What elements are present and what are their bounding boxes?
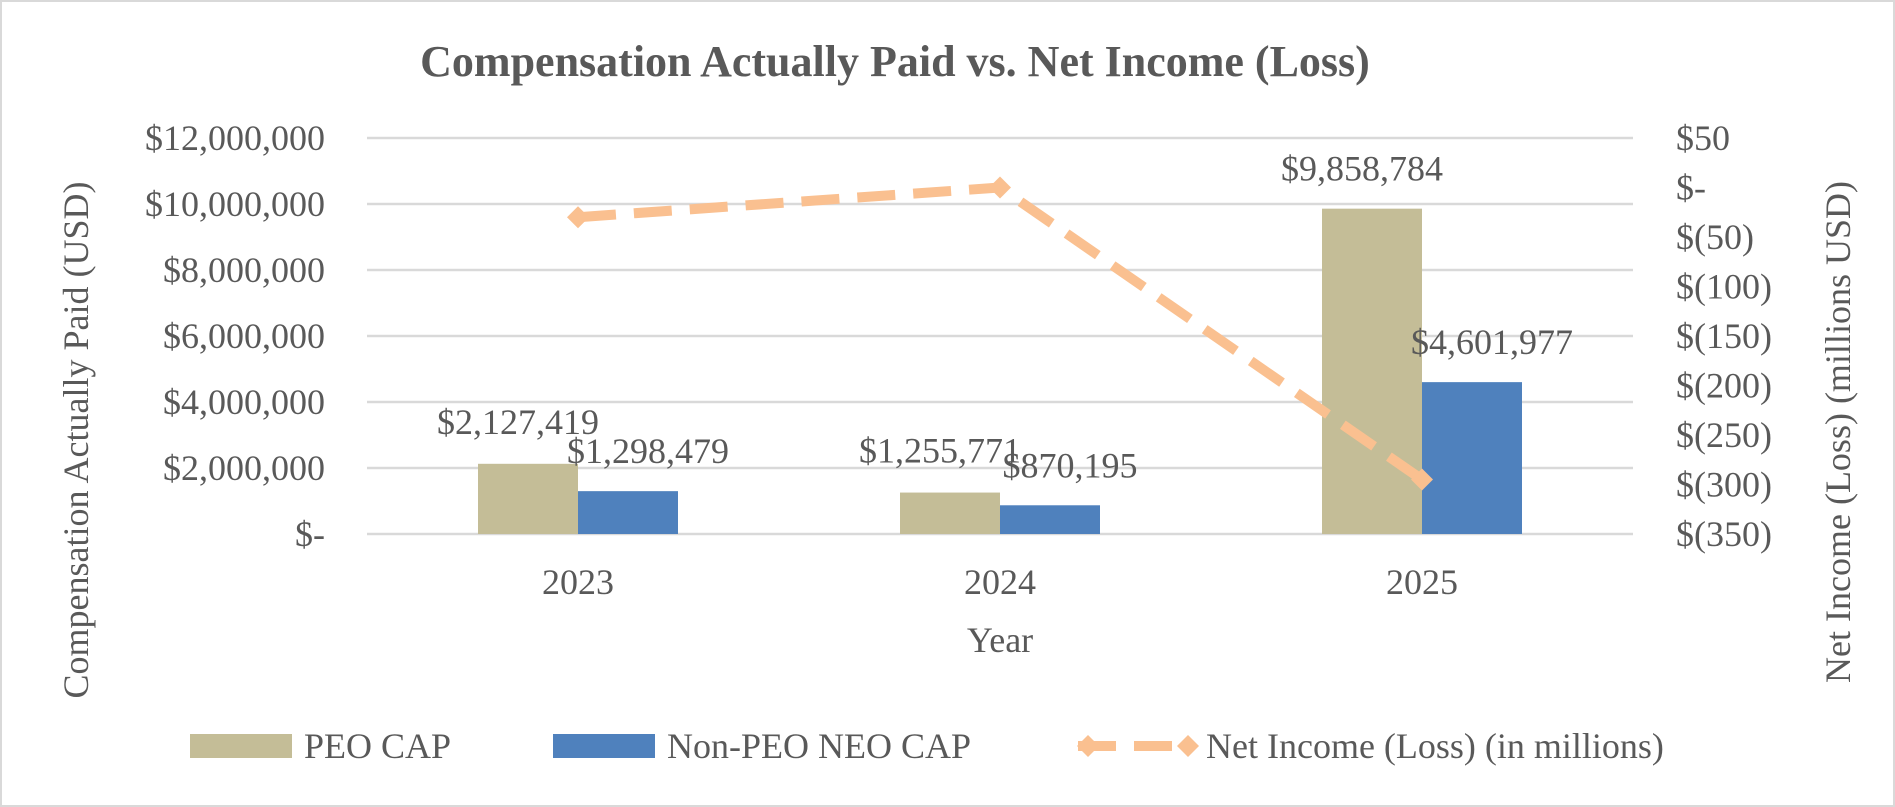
non-peo-neo-cap-data-label: $4,601,977	[1411, 322, 1573, 362]
y-axis-label-right: Net Income (Loss) (millions USD)	[1818, 181, 1858, 683]
non-peo-neo-cap-data-label: $1,298,479	[567, 431, 729, 471]
y-right-tick-label: $(150)	[1676, 316, 1772, 356]
legend-label: PEO CAP	[304, 726, 451, 766]
y-right-tick-label: $50	[1676, 118, 1730, 158]
legend-swatch-peo-cap	[190, 734, 292, 758]
y-left-tick-label: $6,000,000	[163, 316, 325, 356]
non-peo-neo-cap-bar	[578, 491, 678, 534]
y-left-tick-label: $2,000,000	[163, 448, 325, 488]
y-left-tick-label: $4,000,000	[163, 382, 325, 422]
non-peo-neo-cap-bar	[1000, 505, 1100, 534]
legend-marker	[1177, 735, 1199, 757]
y-left-tick-label: $10,000,000	[145, 184, 325, 224]
x-axis-label: Year	[967, 620, 1033, 660]
peo-cap-data-label: $2,127,419	[437, 402, 599, 442]
y-axis-label-left: Compensation Actually Paid (USD)	[56, 182, 96, 699]
peo-cap-data-label: $1,255,771	[859, 431, 1021, 471]
y-right-tick-label: $(300)	[1676, 465, 1772, 505]
y-left-tick-label: $-	[295, 514, 325, 554]
y-right-tick-label: $(350)	[1676, 514, 1772, 554]
peo-cap-data-label: $9,858,784	[1281, 149, 1443, 189]
legend-label: Non-PEO NEO CAP	[667, 726, 971, 766]
non-peo-neo-cap-data-label: $870,195	[1003, 445, 1138, 485]
y-right-tick-label: $(50)	[1676, 217, 1754, 257]
legend-label: Net Income (Loss) (in millions)	[1206, 726, 1664, 766]
net-income-marker	[567, 206, 589, 229]
tick-labels: $- $2,000,000 $4,000,000 $6,000,000 $8,000,0…	[145, 118, 1772, 602]
peo-cap-bar	[900, 492, 1000, 534]
y-right-tick-label: $(200)	[1676, 366, 1772, 406]
x-tick-label: 2023	[542, 562, 614, 602]
legend: PEO CAP Non-PEO NEO CAP Net Income (Loss) …	[190, 726, 1664, 766]
data-labels: $2,127,419 $1,255,771 $9,858,784 $1,298,479…	[437, 149, 1573, 486]
x-tick-label: 2024	[964, 562, 1036, 602]
peo-cap-bar	[478, 463, 578, 534]
legend-marker	[1077, 735, 1099, 757]
net-income-line	[567, 176, 1433, 491]
peo-cap-bar	[1322, 208, 1422, 534]
x-tick-label: 2025	[1386, 562, 1458, 602]
non-peo-neo-cap-bar	[1422, 382, 1522, 534]
net-income-marker	[1411, 468, 1433, 491]
y-right-tick-label: $-	[1676, 168, 1706, 208]
y-left-tick-label: $12,000,000	[145, 118, 325, 158]
chart-title: Compensation Actually Paid vs. Net Incom…	[420, 37, 1370, 86]
y-left-tick-label: $8,000,000	[163, 250, 325, 290]
net-income-marker	[989, 176, 1011, 199]
y-right-tick-label: $(100)	[1676, 267, 1772, 307]
legend-swatch-non-peo-neo-cap	[553, 734, 655, 758]
y-right-tick-label: $(250)	[1676, 415, 1772, 455]
bars	[478, 208, 1522, 534]
